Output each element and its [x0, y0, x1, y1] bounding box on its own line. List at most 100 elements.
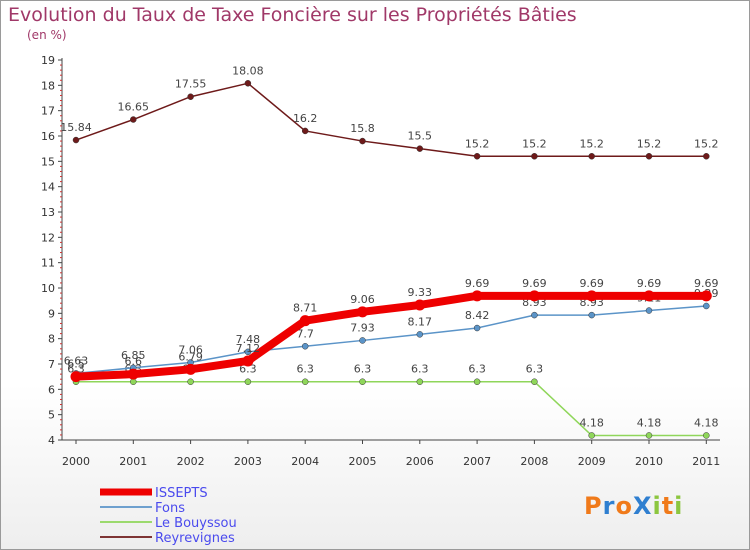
x-tick-label: 2008: [520, 455, 548, 468]
data-label: 6.3: [239, 363, 257, 376]
y-minor-tick: [60, 155, 62, 157]
y-minor-tick: [60, 231, 62, 233]
series-line-fons: [75, 305, 708, 375]
y-minor-tick: [60, 257, 62, 259]
y-minor-tick: [60, 94, 62, 96]
data-label: 18.08: [232, 64, 264, 77]
data-label: 6.63: [64, 354, 89, 367]
y-tick-label: 4: [48, 434, 55, 447]
y-minor-tick: [60, 302, 62, 304]
data-point: [473, 324, 481, 332]
data-point: [127, 368, 139, 380]
data-point: [299, 315, 311, 327]
data-label: 7.48: [236, 333, 261, 346]
legend-label: Reyrevignes: [155, 531, 235, 546]
data-point: [473, 378, 481, 385]
data-label: 4.18: [637, 416, 662, 429]
data-label: 15.2: [579, 137, 604, 150]
y-minor-tick: [60, 64, 62, 66]
data-point: [357, 306, 368, 318]
chart-subtitle: (en %): [27, 28, 67, 42]
data-point: [244, 80, 252, 87]
y-minor-tick: [60, 181, 62, 183]
y-minor-tick: [60, 165, 62, 167]
y-minor-tick: [60, 241, 62, 243]
data-label: 15.2: [694, 137, 719, 150]
y-minor-tick: [60, 170, 62, 172]
data-label: 6.5: [67, 358, 85, 371]
x-tick-label: 2007: [463, 455, 491, 468]
data-point: [700, 290, 712, 302]
data-label: 6.6: [125, 355, 143, 368]
data-label: 9.69: [579, 277, 604, 290]
data-point: [359, 337, 366, 344]
data-point: [244, 378, 252, 385]
y-minor-tick: [60, 424, 62, 426]
y-minor-tick: [60, 317, 62, 319]
y-minor-tick: [60, 373, 62, 375]
y-minor-tick: [60, 434, 62, 436]
y-minor-tick: [60, 105, 62, 107]
y-tick-label: 19: [41, 54, 55, 67]
data-label: 15.8: [350, 122, 375, 135]
x-tick-label: 2011: [692, 455, 720, 468]
y-minor-tick: [60, 272, 62, 274]
y-minor-tick: [60, 343, 62, 345]
y-minor-tick: [60, 145, 62, 147]
y-minor-tick: [60, 120, 62, 122]
x-tick-label: 2009: [578, 455, 606, 468]
y-minor-tick: [60, 297, 62, 299]
y-minor-tick: [60, 307, 62, 309]
y-minor-tick: [60, 328, 62, 330]
y-tick-label: 15: [41, 155, 55, 168]
data-point: [703, 153, 710, 160]
y-minor-tick: [60, 322, 62, 324]
data-label: 6.3: [296, 363, 314, 376]
x-tick-label: 2003: [234, 455, 262, 468]
data-point: [301, 343, 309, 350]
data-label: 9.69: [637, 277, 662, 290]
data-label: 6.79: [178, 350, 203, 363]
data-label: 9.69: [522, 277, 547, 290]
x-tick-label: 2002: [177, 455, 205, 468]
series-line-le-bouyssou: [75, 380, 708, 437]
y-minor-tick: [60, 150, 62, 152]
y-minor-tick: [60, 404, 62, 406]
y-minor-tick: [60, 79, 62, 81]
x-tick-label: 2010: [635, 455, 663, 468]
data-point: [531, 378, 538, 385]
y-tick-label: 18: [41, 79, 55, 92]
y-minor-tick: [60, 125, 62, 127]
y-minor-tick: [60, 201, 62, 203]
x-tick-label: 2005: [349, 455, 377, 468]
legend-label: Le Bouyssou: [155, 516, 237, 531]
data-point: [645, 153, 653, 160]
data-label: 8.71: [293, 302, 318, 315]
proxiti-logo: ProXiti: [584, 492, 684, 520]
y-tick-label: 17: [41, 105, 55, 118]
y-minor-tick: [60, 282, 62, 284]
x-tick-label: 2001: [119, 455, 147, 468]
y-minor-tick: [60, 246, 62, 248]
data-point: [416, 378, 424, 385]
y-minor-tick: [60, 130, 62, 132]
y-tick-label: 5: [48, 409, 55, 422]
y-minor-tick: [60, 176, 62, 178]
data-label: 9.69: [694, 277, 719, 290]
y-minor-tick: [60, 252, 62, 254]
data-label: 15.2: [465, 137, 490, 150]
data-label: 8.42: [465, 309, 490, 322]
data-point: [359, 137, 366, 145]
y-minor-tick: [60, 226, 62, 228]
y-minor-tick: [60, 100, 62, 102]
data-point: [359, 378, 366, 385]
data-label: 6.3: [411, 363, 429, 376]
legend-label: ISSEPTS: [155, 486, 208, 501]
legend-label: Fons: [155, 501, 185, 516]
data-label: 7.12: [236, 342, 261, 355]
data-point: [588, 311, 595, 319]
data-point: [643, 290, 655, 302]
x-tick-label: 2004: [291, 455, 319, 468]
